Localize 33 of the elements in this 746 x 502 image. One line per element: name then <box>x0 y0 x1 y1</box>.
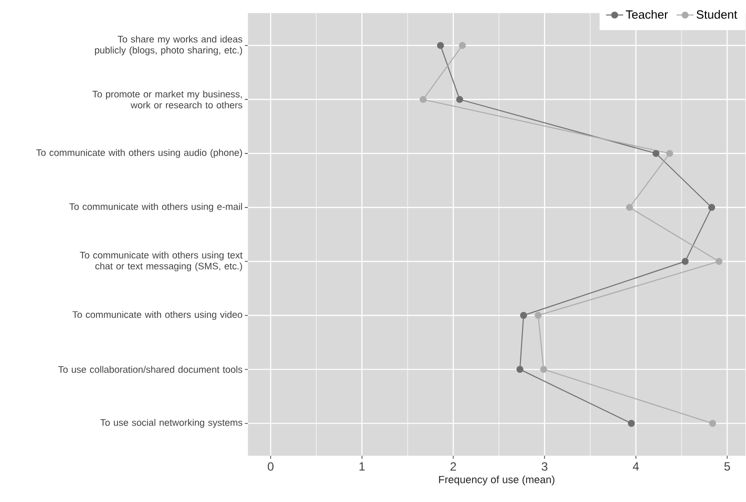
y-tick-label: To use social networking systems <box>100 419 242 428</box>
x-tick-label: 3 <box>542 462 548 471</box>
point <box>534 312 542 320</box>
point <box>682 258 689 266</box>
y-tick-label: To communicate with others using text chat or text messaging (SMS, etc.) <box>80 252 243 272</box>
y-tick-label: To promote or market my business, work or research to others <box>92 90 242 109</box>
x-tick-label: 5 <box>724 462 730 471</box>
point <box>420 96 427 104</box>
point <box>652 150 660 158</box>
point <box>516 366 524 374</box>
point <box>520 312 528 320</box>
x-axis-title: Frequency of use (mean) <box>439 476 554 486</box>
x-tick-label: 0 <box>268 462 274 471</box>
y-tick-label: To communicate with others using e-mail <box>69 203 242 212</box>
legend-label: Student <box>696 10 738 19</box>
legend-label: Teacher <box>626 10 668 19</box>
x-tick-label: 2 <box>450 462 456 471</box>
point <box>458 42 466 50</box>
x-tick-label: 4 <box>632 462 639 471</box>
x-tick-label: 1 <box>360 462 365 471</box>
point <box>709 420 716 427</box>
point <box>708 204 716 212</box>
point <box>540 366 548 374</box>
point <box>628 420 635 427</box>
point <box>456 96 464 104</box>
y-tick-label: To communicate with others using audio (phone) <box>36 149 242 158</box>
point <box>626 204 633 212</box>
point <box>715 258 722 266</box>
y-tick-label: To share my works and ideas publicly (blogs, photo sharing, etc.) <box>94 36 242 56</box>
point <box>436 42 444 50</box>
y-tick-label: To use collaboration/shared document tools <box>58 366 242 373</box>
y-tick-label: To communicate with others using video <box>72 311 242 320</box>
point <box>666 150 674 158</box>
